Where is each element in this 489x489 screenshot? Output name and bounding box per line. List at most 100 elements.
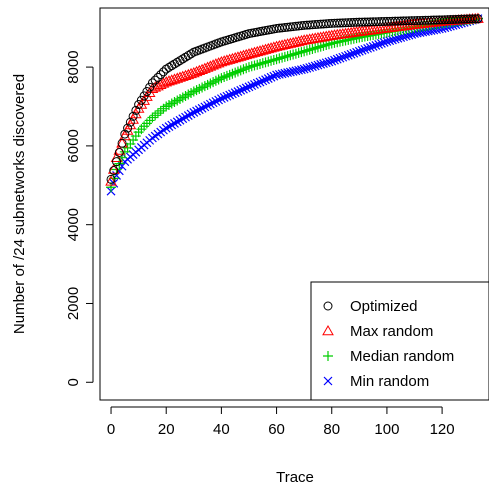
data-point <box>308 62 317 72</box>
data-point <box>222 91 232 101</box>
legend-item: Optimized <box>323 298 418 315</box>
data-point <box>145 82 155 92</box>
data-point <box>114 158 125 169</box>
legend-label: Median random <box>350 348 454 365</box>
data-point <box>172 117 182 127</box>
data-point <box>216 94 226 104</box>
data-point <box>341 51 350 61</box>
data-point <box>164 122 174 132</box>
y-axis-title: Number of /24 subnetworks discovered <box>11 74 28 334</box>
data-point <box>154 78 167 89</box>
data-point <box>136 95 146 105</box>
data-point <box>357 45 367 55</box>
legend-label: Optimized <box>350 298 418 315</box>
data-point <box>283 68 293 78</box>
x-tick-label: 20 <box>158 421 175 438</box>
data-point <box>285 67 295 77</box>
data-point <box>241 83 251 93</box>
data-point <box>321 58 331 68</box>
x-tick-label: 0 <box>107 421 115 438</box>
data-point <box>211 96 221 106</box>
data-point <box>388 35 397 45</box>
data-point <box>374 40 384 49</box>
data-point <box>291 66 301 76</box>
data-point <box>147 78 157 88</box>
data-point <box>167 120 177 130</box>
data-point <box>332 54 342 64</box>
data-point <box>107 163 120 174</box>
x-tick-label: 120 <box>430 421 455 438</box>
legend-label: Min random <box>350 373 429 390</box>
data-point <box>127 113 139 124</box>
data-point <box>354 46 364 56</box>
data-point <box>161 123 171 133</box>
data-point <box>327 56 337 66</box>
data-point <box>112 157 122 167</box>
data-point <box>233 87 243 96</box>
data-point <box>207 59 219 70</box>
data-point <box>106 174 116 184</box>
data-point <box>360 44 370 54</box>
legend-item: Max random <box>322 323 433 340</box>
data-point <box>263 74 273 83</box>
data-point <box>277 69 287 79</box>
data-point <box>186 49 196 59</box>
data-point <box>187 66 200 78</box>
data-point <box>470 14 480 24</box>
data-point <box>106 182 117 193</box>
data-point <box>146 82 159 94</box>
data-point <box>153 72 163 82</box>
data-point <box>252 78 262 88</box>
data-point <box>338 52 348 62</box>
data-point <box>214 95 224 105</box>
data-point <box>110 151 123 162</box>
data-point <box>175 115 185 125</box>
data-point <box>379 38 389 47</box>
data-point <box>371 41 381 50</box>
data-point <box>192 106 201 116</box>
data-point <box>125 117 135 127</box>
data-point <box>203 101 213 110</box>
data-point <box>142 87 152 97</box>
data-point <box>228 89 237 99</box>
data-point <box>196 63 208 74</box>
data-point <box>190 65 203 77</box>
data-point <box>114 147 124 157</box>
legend: Optimized Max random Median random Min rand… <box>310 281 489 401</box>
data-point <box>352 47 361 57</box>
data-point <box>198 62 211 73</box>
legend-box <box>310 281 489 401</box>
data-point <box>305 63 315 72</box>
y-tick-label: 2000 <box>65 287 82 320</box>
data-point <box>139 91 149 101</box>
data-point <box>473 14 483 24</box>
data-point <box>105 175 117 186</box>
data-point <box>185 67 197 79</box>
data-point <box>363 43 373 53</box>
data-point <box>382 37 392 46</box>
data-point <box>170 119 179 128</box>
data-point <box>335 53 345 63</box>
data-point <box>310 61 320 71</box>
data-point <box>280 68 290 78</box>
data-point <box>117 138 127 148</box>
data-point <box>181 112 190 122</box>
data-point <box>261 75 270 85</box>
data-point <box>120 129 130 139</box>
data-point <box>266 72 276 82</box>
data-point <box>467 14 477 24</box>
legend-label: Max random <box>350 323 433 340</box>
data-point <box>113 144 126 155</box>
data-point <box>250 80 259 89</box>
data-point <box>299 64 309 74</box>
plot-frame <box>99 7 489 401</box>
x-tick-label: 60 <box>268 421 285 438</box>
data-point <box>134 100 144 110</box>
data-point <box>239 84 248 94</box>
data-point <box>109 166 119 176</box>
data-point <box>156 70 166 80</box>
data-point <box>204 60 217 71</box>
data-point <box>178 114 188 124</box>
series-median-random <box>106 13 483 193</box>
